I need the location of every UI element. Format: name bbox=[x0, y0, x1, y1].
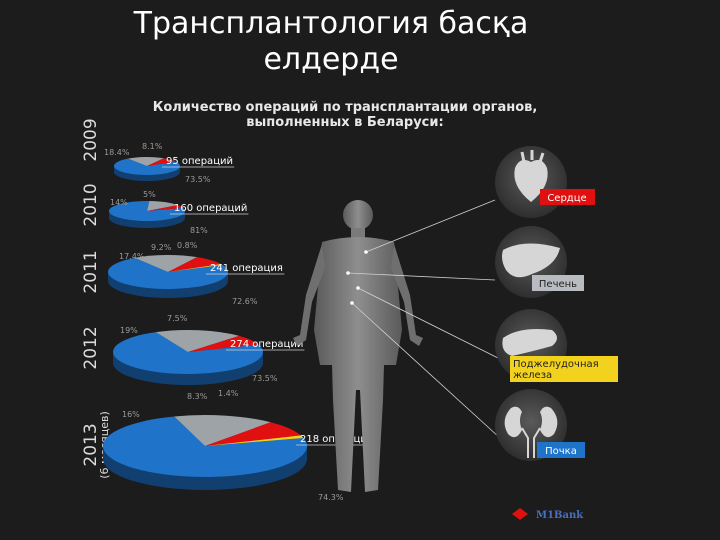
brand-logo-text: M1Bank bbox=[536, 510, 584, 521]
pie-2011-operations-label: 241 операция bbox=[210, 263, 283, 274]
pie-2009-slice-gray bbox=[127, 156, 164, 166]
human-silhouette bbox=[293, 200, 423, 492]
pie-2011-slice-gray bbox=[134, 255, 198, 272]
organ-label-liver-bg bbox=[532, 275, 584, 291]
transplant-infographic: Количество операций по трансплантации ор… bbox=[81, 100, 618, 521]
pie-2011-pct-label: 9.2% bbox=[151, 243, 172, 252]
pie-2012-operations-label: 274 операции bbox=[230, 339, 303, 350]
pie-2010: 81% 14% 5% 160 операций bbox=[108, 190, 249, 235]
brand-logo-icon bbox=[512, 508, 528, 520]
organ-label-pancreas: Поджелудочная железа bbox=[510, 356, 618, 382]
pie-2010-pct-label: 5% bbox=[143, 190, 156, 199]
pie-2010-slice-gray bbox=[147, 201, 178, 211]
pie-2012-pct-label: 19% bbox=[120, 326, 138, 335]
year-label-2012: 2012 bbox=[81, 326, 101, 369]
pie-2012-pct-label: 73.5% bbox=[252, 374, 278, 383]
pie-2013-pct-label: 74.3% bbox=[318, 493, 344, 502]
organ-label-kidney-text: Почка bbox=[545, 446, 577, 457]
pie-2011-slice-blue bbox=[107, 257, 228, 290]
pie-2011-pct-label: 72.6% bbox=[232, 297, 258, 306]
pie-2010-pct-label: 14% bbox=[110, 198, 128, 207]
pie-2012-slice-gray bbox=[155, 330, 240, 352]
slide-title-line-2: елдерде bbox=[263, 42, 399, 77]
pie-2011-pct-label: 0.8% bbox=[177, 241, 198, 250]
pie-2010-pct-label: 81% bbox=[190, 226, 208, 235]
pie-2010-slice-red bbox=[147, 205, 184, 211]
pie-2009: 73.5% 18.4% 8.1%95 операций bbox=[104, 142, 235, 184]
pie-2011: 72.6% 17.4% 9.2% 0.8% 241 операция bbox=[107, 241, 285, 306]
chart-title-line-1: Количество операций по трансплантации ор… bbox=[153, 100, 538, 115]
organ-label-pancreas-text: Поджелудочная железа bbox=[513, 359, 599, 381]
pie-2011-pct-label: 17.4% bbox=[119, 252, 145, 261]
organ-points bbox=[346, 250, 368, 305]
organ-label-kidney-bg bbox=[537, 442, 585, 458]
pie-2009-pct-label: 18.4% bbox=[104, 148, 130, 157]
pie-2013-slice-gray bbox=[174, 415, 271, 446]
year-label-2009: 2009 bbox=[81, 118, 101, 161]
slide-title: Трансплантология басқа елдерде bbox=[96, 6, 566, 78]
slide-title-line-1: Трансплантология басқа bbox=[133, 6, 529, 41]
organ-connectors bbox=[347, 199, 501, 439]
pie-2010-slice-blue bbox=[108, 201, 185, 222]
pie-2012: 73.5% 19% 7.5% 274 операции bbox=[113, 314, 305, 385]
organ-label-liver: Печень bbox=[532, 275, 584, 291]
pie-2009-pct-label: 8.1% bbox=[142, 142, 163, 151]
heart-icon bbox=[495, 146, 567, 218]
pie-2012-slice-red bbox=[188, 335, 259, 352]
year-label-2010: 2010 bbox=[81, 183, 101, 226]
pie-2013-pct-label: 1.4% bbox=[218, 389, 239, 398]
organ-label-pancreas-bg bbox=[510, 356, 618, 382]
pie-2009-slice-red bbox=[147, 158, 176, 166]
organ-label-heart-text: Сердце bbox=[547, 193, 586, 204]
year-label-2011: 2011 bbox=[81, 250, 101, 293]
pie-2013-slice-yellow bbox=[205, 435, 304, 446]
organ-label-liver-text: Печень bbox=[539, 279, 577, 290]
organ-label-kidney: Почка bbox=[537, 442, 585, 458]
year-label-2013: 2013 bbox=[81, 423, 101, 466]
pie-2011-slice-red bbox=[168, 257, 222, 272]
brand-logo: M1Bank bbox=[512, 508, 584, 521]
pie-2013: 74.3%16%8.3%1.4%218 операций bbox=[102, 389, 375, 502]
pie-2013-pct-label: 8.3% bbox=[187, 392, 208, 401]
pie-2012-pct-label: 7.5% bbox=[167, 314, 188, 323]
pie-2010-operations-label: 160 операций bbox=[174, 203, 247, 214]
chart-title-line-2: выполненных в Беларуси: bbox=[246, 115, 443, 130]
pie-2013-slice-blue bbox=[102, 416, 307, 478]
organ-label-heart: Сердце bbox=[540, 189, 595, 205]
pie-2009-pct-label: 73.5% bbox=[185, 175, 211, 184]
pie-2009-operations-label: 95 операций bbox=[166, 156, 233, 167]
pie-2013-slice-red bbox=[205, 422, 301, 446]
pie-2013-pct-label: 16% bbox=[122, 410, 140, 419]
pie-charts: 73.5% 18.4% 8.1%95 операций 81% 14% 5% 160 опе… bbox=[102, 142, 375, 502]
organ-label-heart-bg bbox=[540, 189, 595, 205]
pie-2011-slice-yellow bbox=[168, 264, 223, 272]
pie-2012-slice-blue bbox=[113, 332, 264, 375]
pie-2009-slice-blue bbox=[113, 158, 180, 175]
